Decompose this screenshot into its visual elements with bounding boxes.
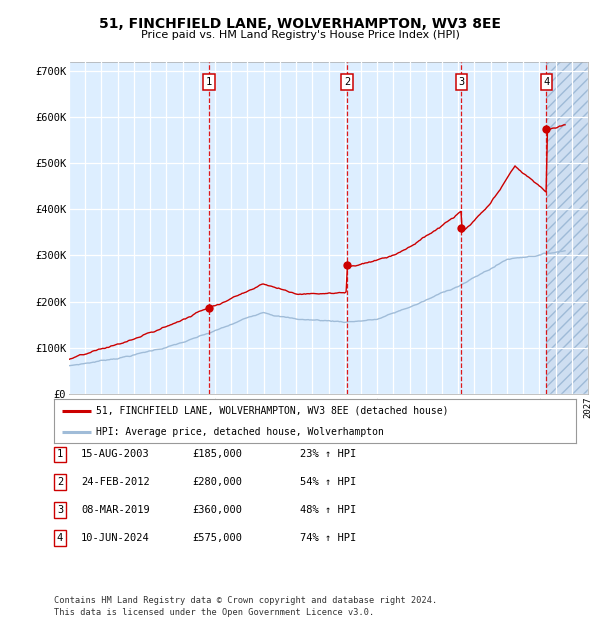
Text: 74% ↑ HPI: 74% ↑ HPI [300,533,356,543]
Text: 54% ↑ HPI: 54% ↑ HPI [300,477,356,487]
Text: 51, FINCHFIELD LANE, WOLVERHAMPTON, WV3 8EE (detached house): 51, FINCHFIELD LANE, WOLVERHAMPTON, WV3 … [96,405,448,416]
Text: 3: 3 [57,505,63,515]
Text: 2: 2 [57,477,63,487]
Text: 48% ↑ HPI: 48% ↑ HPI [300,505,356,515]
Text: Contains HM Land Registry data © Crown copyright and database right 2024.
This d: Contains HM Land Registry data © Crown c… [54,596,437,617]
Text: 23% ↑ HPI: 23% ↑ HPI [300,450,356,459]
Bar [547,48,596,394]
Text: 4: 4 [57,533,63,543]
Text: £185,000: £185,000 [192,450,242,459]
Text: 51, FINCHFIELD LANE, WOLVERHAMPTON, WV3 8EE: 51, FINCHFIELD LANE, WOLVERHAMPTON, WV3 … [99,17,501,32]
Text: £575,000: £575,000 [192,533,242,543]
Text: 4: 4 [544,77,550,87]
Text: 10-JUN-2024: 10-JUN-2024 [81,533,150,543]
Text: HPI: Average price, detached house, Wolverhampton: HPI: Average price, detached house, Wolv… [96,427,383,437]
Text: 08-MAR-2019: 08-MAR-2019 [81,505,150,515]
Text: Price paid vs. HM Land Registry's House Price Index (HPI): Price paid vs. HM Land Registry's House … [140,30,460,40]
Text: 3: 3 [458,77,464,87]
Text: £360,000: £360,000 [192,505,242,515]
Text: 24-FEB-2012: 24-FEB-2012 [81,477,150,487]
Text: £280,000: £280,000 [192,477,242,487]
Text: 15-AUG-2003: 15-AUG-2003 [81,450,150,459]
Text: 1: 1 [206,77,212,87]
Text: 1: 1 [57,450,63,459]
Text: 2: 2 [344,77,350,87]
